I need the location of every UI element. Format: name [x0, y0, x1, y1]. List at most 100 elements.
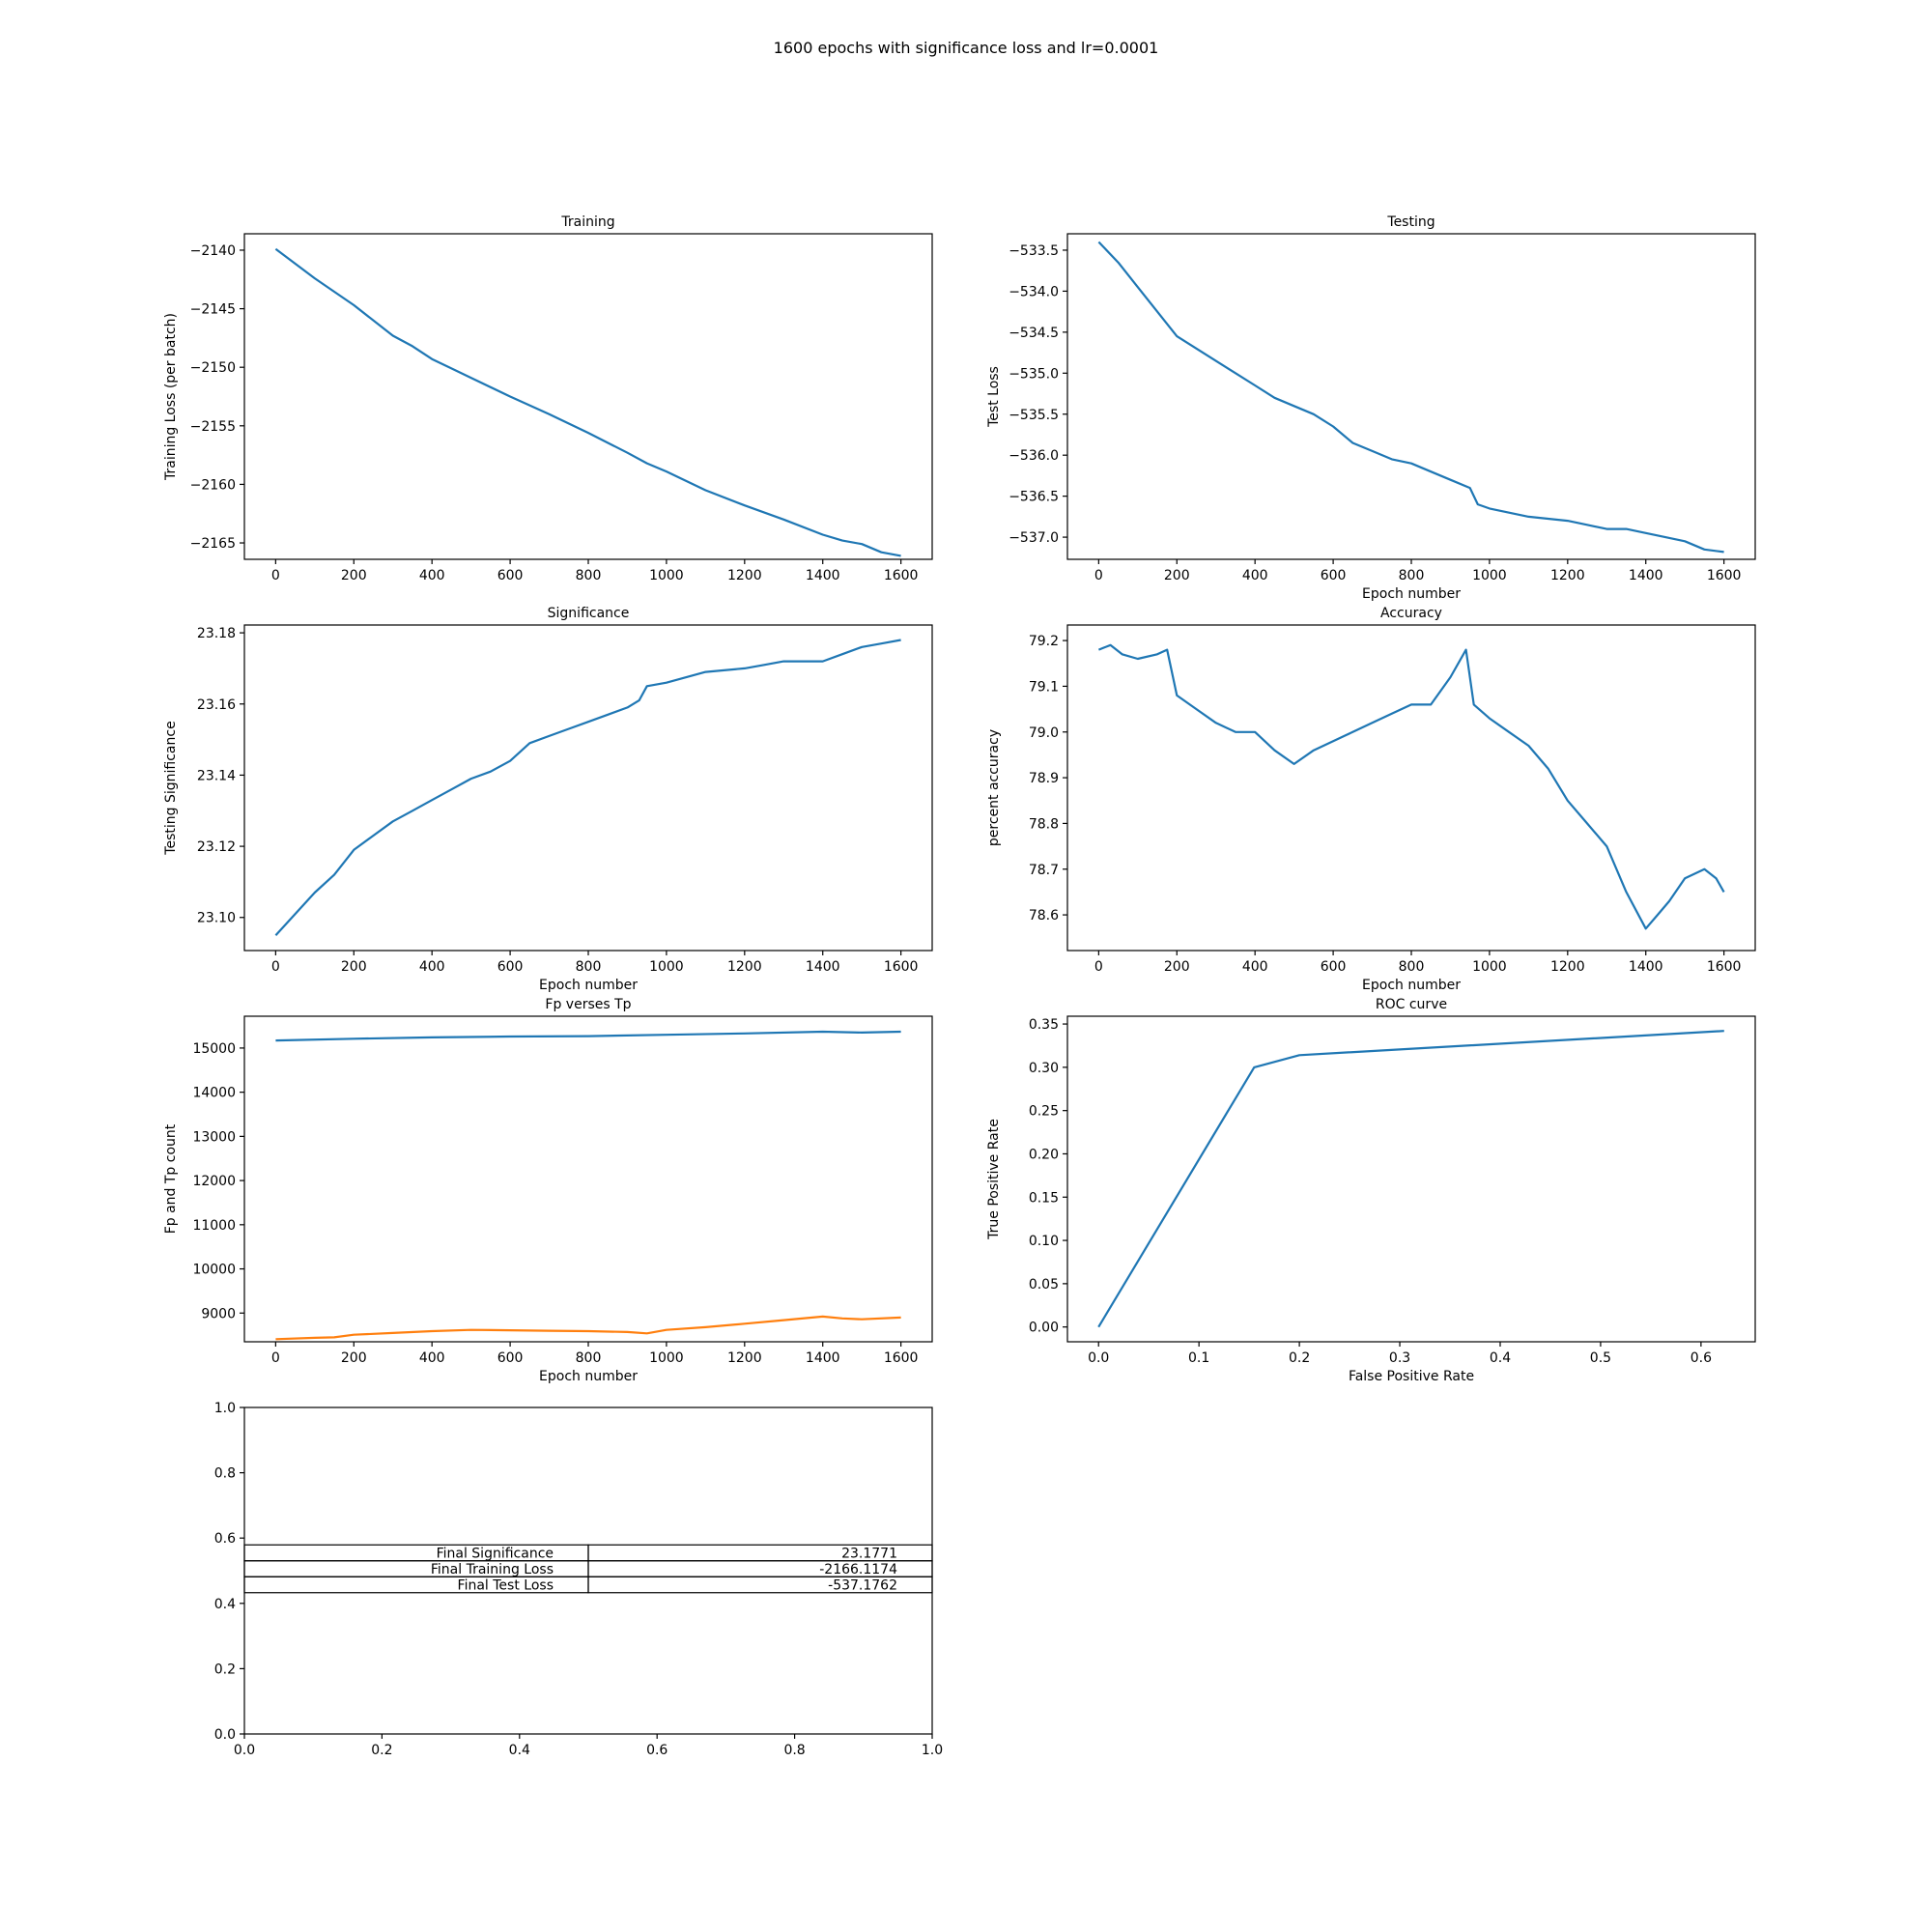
y-tick-label: −2160 [190, 477, 236, 493]
panel-title: Accuracy [1380, 606, 1442, 621]
x-axis-label: Epoch number [1362, 978, 1461, 993]
y-tick-label: 23.18 [197, 626, 236, 641]
x-tick-label: 1400 [806, 959, 840, 975]
axes-frame [243, 1015, 933, 1343]
x-axis-label: False Positive Rate [1349, 1369, 1474, 1384]
series-line-fp-tp-1 [275, 1315, 901, 1341]
y-tick-label: 0.35 [1029, 1017, 1059, 1033]
x-tick-label: 1.0 [922, 1743, 943, 1758]
axes-frame [243, 233, 933, 560]
panel-roc: ROC curve 0.0 0.1 0.2 0.3 0.4 0.5 0.6 0.00 0.05 0.… [986, 997, 1756, 1384]
x-tick-label: 1400 [1629, 959, 1663, 975]
y-tick-label: 78.6 [1029, 908, 1059, 923]
y-tick-label: 0.00 [1029, 1321, 1059, 1336]
y-tick-label: −535.5 [1009, 408, 1059, 423]
x-tick-label: 0.0 [1088, 1350, 1109, 1366]
x-tick-label: 1600 [1707, 959, 1742, 975]
y-tick-label: −536.5 [1009, 490, 1059, 505]
x-tick-label: 600 [1321, 959, 1347, 975]
x-tick-label: 1000 [1472, 568, 1507, 583]
y-tick-label: −534.0 [1009, 284, 1059, 299]
table-row-label: Final Significance [437, 1546, 554, 1561]
x-tick-label: 0 [271, 568, 280, 583]
x-tick-label: 0.4 [509, 1743, 530, 1758]
y-tick-label: 14000 [192, 1086, 236, 1101]
panel-title: Significance [548, 606, 630, 621]
axes-frame [1066, 233, 1756, 560]
y-tick-label: −2140 [190, 243, 236, 259]
x-tick-label: 800 [576, 1350, 602, 1366]
y-tick-label: 0.10 [1029, 1234, 1059, 1249]
y-tick-label: 0.30 [1029, 1061, 1059, 1076]
y-axis-label: True Positive Rate [986, 1119, 1002, 1240]
x-tick-label: 400 [419, 959, 445, 975]
table-row-value: -537.1762 [828, 1577, 897, 1593]
y-tick-label: 78.7 [1029, 863, 1059, 878]
x-tick-label: 1200 [1550, 959, 1585, 975]
x-tick-label: 200 [341, 959, 367, 975]
table-row-value: -2166.1174 [819, 1562, 897, 1577]
y-tick-label: 13000 [192, 1129, 236, 1145]
x-tick-label: 400 [419, 568, 445, 583]
x-tick-label: 800 [1399, 959, 1425, 975]
x-tick-label: 0.4 [1490, 1350, 1511, 1366]
x-tick-label: 800 [1399, 568, 1425, 583]
y-tick-label: 0.15 [1029, 1190, 1059, 1206]
panel-title: Testing [1386, 214, 1435, 230]
y-tick-label: 0.6 [214, 1531, 236, 1547]
x-tick-label: 0.8 [783, 1743, 805, 1758]
series-line-roc-0 [1097, 1030, 1724, 1328]
x-tick-label: 1200 [727, 1350, 762, 1366]
y-axis-label: Training Loss (per batch) [163, 313, 179, 481]
x-tick-label: 400 [1242, 959, 1268, 975]
x-tick-label: 0.6 [1690, 1350, 1712, 1366]
y-tick-label: −534.5 [1009, 326, 1059, 341]
x-tick-label: 0 [271, 959, 280, 975]
x-tick-label: 0.0 [234, 1743, 255, 1758]
axes-frame [1066, 1015, 1756, 1343]
y-tick-label: 78.9 [1029, 771, 1059, 786]
x-tick-label: 0 [271, 1350, 280, 1366]
y-tick-label: 0.4 [214, 1597, 236, 1612]
x-tick-label: 600 [497, 959, 524, 975]
panel-title: Training [560, 214, 614, 230]
panel-title: Fp verses Tp [545, 997, 631, 1012]
y-tick-label: 23.10 [197, 911, 236, 926]
x-tick-label: 400 [419, 1350, 445, 1366]
y-tick-label: 79.0 [1029, 725, 1059, 741]
x-tick-label: 0.2 [371, 1743, 392, 1758]
table-row-label: Final Test Loss [458, 1577, 554, 1593]
panel-significance: Significance 0 200 400 600 800 1000 1200 1400 160… [163, 606, 933, 993]
y-tick-label: −2165 [190, 536, 236, 552]
x-axis-label: Epoch number [1362, 586, 1461, 602]
y-tick-label: 0.05 [1029, 1277, 1059, 1293]
x-tick-label: 1200 [1550, 568, 1585, 583]
y-tick-label: 0.20 [1029, 1147, 1059, 1162]
y-tick-label: 0.8 [214, 1466, 236, 1482]
x-tick-label: 1400 [806, 1350, 840, 1366]
panel-training: Training 0 200 400 600 800 1000 1200 1400 1600 −21… [163, 214, 933, 583]
y-tick-label: 79.1 [1029, 679, 1059, 695]
x-tick-label: 1400 [1629, 568, 1663, 583]
panel-testing: Testing 0 200 400 600 800 1000 1200 1400 1600 −533… [986, 214, 1756, 602]
series-line-training-0 [274, 247, 901, 557]
x-tick-label: 0 [1094, 568, 1103, 583]
x-tick-label: 1600 [884, 1350, 919, 1366]
x-tick-label: 0.2 [1289, 1350, 1310, 1366]
panel-title: ROC curve [1376, 997, 1447, 1012]
table-row-label: Final Training Loss [431, 1562, 554, 1577]
y-tick-label: 78.8 [1029, 816, 1059, 832]
series-line-significance-0 [274, 639, 901, 936]
x-tick-label: 200 [341, 568, 367, 583]
x-tick-label: 1000 [649, 1350, 684, 1366]
x-tick-label: 800 [576, 959, 602, 975]
y-tick-label: 23.14 [197, 768, 236, 783]
x-tick-label: 1600 [884, 568, 919, 583]
y-tick-label: 1.0 [214, 1401, 236, 1416]
y-tick-label: 11000 [192, 1218, 236, 1234]
x-tick-label: 1200 [727, 568, 762, 583]
axes-frame [243, 1406, 933, 1735]
x-tick-label: 1400 [806, 568, 840, 583]
axes-frame [1066, 624, 1756, 952]
y-tick-label: 23.16 [197, 697, 236, 713]
